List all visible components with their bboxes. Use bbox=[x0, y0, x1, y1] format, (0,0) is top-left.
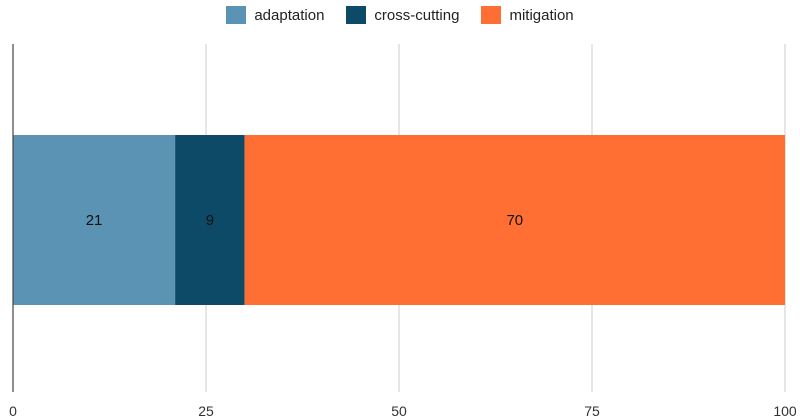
x-tick-label: 100 bbox=[773, 403, 797, 419]
x-tick-label: 25 bbox=[198, 403, 214, 419]
legend-swatch bbox=[481, 6, 502, 24]
legend-item-mitigation: mitigation bbox=[481, 6, 574, 24]
x-tick-label: 75 bbox=[584, 403, 600, 419]
legend-item-cross-cutting: cross-cutting bbox=[346, 6, 459, 24]
data-label: 9 bbox=[206, 212, 214, 229]
legend-label: mitigation bbox=[509, 6, 574, 24]
legend-swatch bbox=[346, 6, 367, 24]
legend-label: cross-cutting bbox=[374, 6, 460, 24]
x-tick-label: 0 bbox=[9, 403, 17, 419]
data-label: 21 bbox=[86, 212, 103, 229]
legend-label: adaptation bbox=[254, 6, 325, 24]
x-tick-label: 50 bbox=[391, 403, 407, 419]
bar-segment-mitigation bbox=[244, 135, 786, 305]
legend: adaptation cross-cutting mitigation bbox=[0, 6, 800, 24]
legend-swatch bbox=[226, 6, 247, 24]
bar-segment-cross-cutting bbox=[175, 135, 245, 305]
data-label: 70 bbox=[506, 212, 523, 229]
bar-segment-adaptation bbox=[13, 135, 176, 305]
legend-item-adaptation: adaptation bbox=[226, 6, 324, 24]
